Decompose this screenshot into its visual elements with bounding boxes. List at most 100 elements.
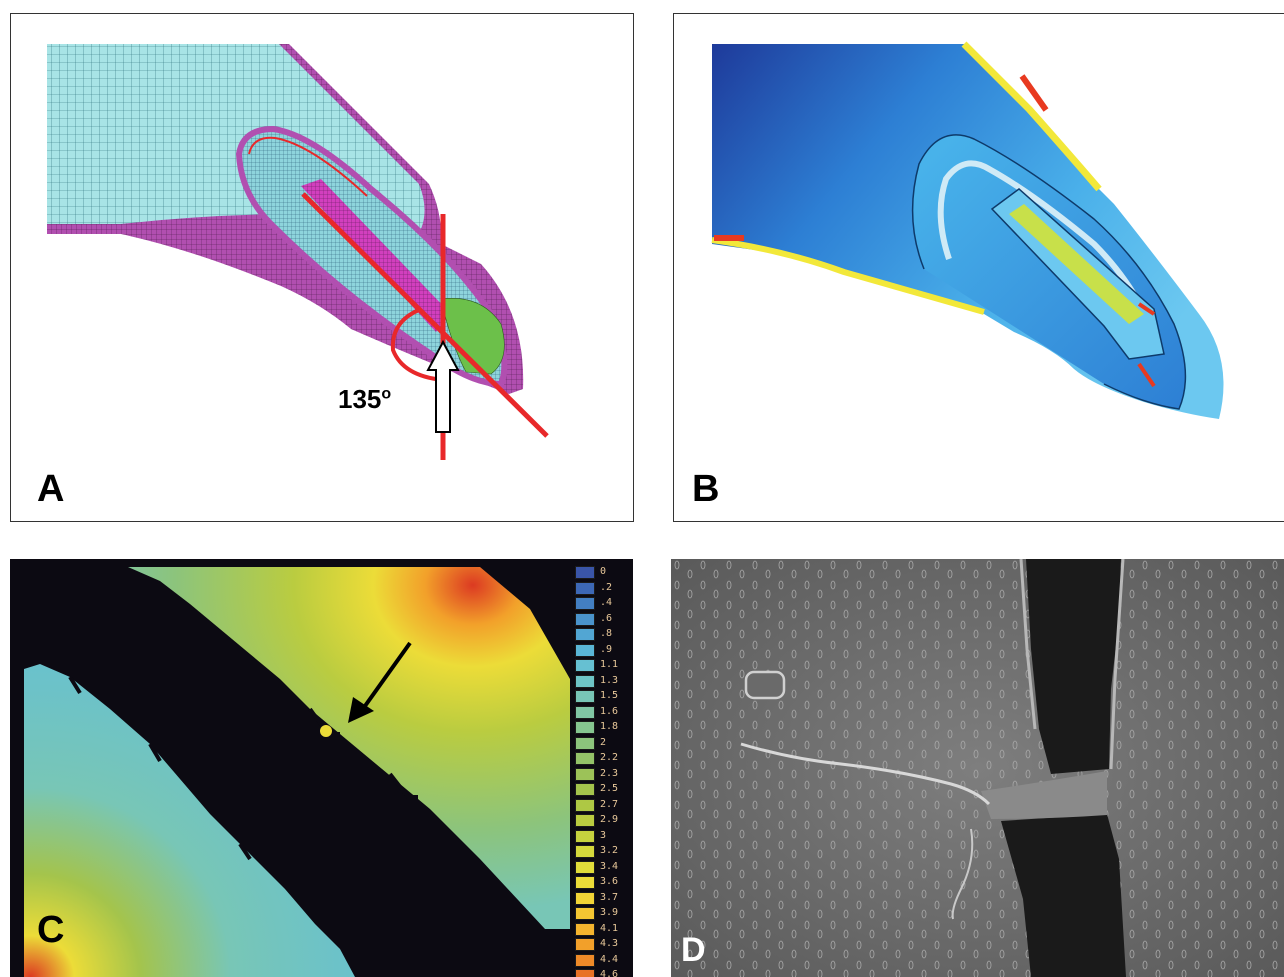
- legend-row: 0: [575, 565, 631, 581]
- mesh-model-figure: [47, 44, 549, 460]
- legend-swatch: [575, 659, 595, 672]
- stress-map-figure: [711, 41, 1224, 419]
- legend-label: 2.2: [600, 752, 619, 763]
- root-loop-inner: [937, 160, 1157, 336]
- legend-label: 3: [600, 829, 607, 841]
- angle-arc: [390, 308, 444, 382]
- legend-swatch: [575, 969, 595, 977]
- legend-label: 2: [600, 736, 607, 748]
- root-outline: [248, 136, 368, 197]
- legend-row: .2: [575, 581, 631, 597]
- bridge-strand: [981, 771, 1107, 819]
- legend-swatch: [575, 690, 595, 703]
- legend-swatch: [575, 891, 595, 905]
- indicator-arrow-head: [348, 697, 374, 723]
- legend-swatch: [575, 736, 595, 750]
- panel-c-contour-closeup: 0 .2 .4 .6 .8 .9 1.1 1.3 1.5 1.6 1.8 2 2.2 2.3 2.5 2.7 2…: [10, 559, 633, 977]
- load-arrow: [426, 339, 460, 433]
- legend-label: .2: [600, 581, 613, 593]
- legend-swatch: [575, 752, 595, 765]
- legend-row: .9: [575, 643, 631, 659]
- legend-swatch: [575, 783, 595, 796]
- post-stress-yellow: [1009, 204, 1144, 324]
- legend-swatch: [575, 922, 595, 936]
- legend-swatch: [575, 721, 595, 734]
- legend-swatch: [575, 953, 595, 967]
- legend-row: 3.7: [575, 891, 631, 907]
- gap-edge-right: [1109, 559, 1125, 770]
- legend-label: .6: [600, 612, 613, 624]
- crack-branch: [951, 828, 974, 920]
- legend-row: 3.6: [575, 875, 631, 891]
- legend-row: 2.9: [575, 813, 631, 829]
- legend-label: 1.3: [600, 674, 619, 686]
- legend-label: 1.5: [600, 690, 619, 701]
- legend-label: 4.1: [600, 922, 619, 934]
- legend-row: 4.3: [575, 937, 631, 953]
- legend-label: 2.7: [600, 798, 619, 810]
- legend-label: .4: [600, 597, 613, 608]
- legend-label: 1.8: [600, 721, 619, 732]
- legend-row: 2.5: [575, 782, 631, 798]
- legend-label: 3.9: [600, 907, 619, 918]
- legend-row: .6: [575, 612, 631, 628]
- legend-swatch: [575, 860, 595, 874]
- stress-legend: 0 .2 .4 .6 .8 .9 1.1 1.3 1.5 1.6 1.8 2 2.2 2.3 2.5 2.7 2…: [575, 565, 631, 977]
- legend-row: 1.3: [575, 674, 631, 690]
- panel-letter-a: A: [37, 468, 65, 510]
- legend-label: 3.2: [600, 845, 619, 856]
- legend-row: 3: [575, 829, 631, 845]
- legend-label: 1.1: [600, 659, 619, 670]
- legend-label: 0: [600, 566, 607, 577]
- stress-hotspot: [320, 725, 332, 737]
- legend-row: 3.9: [575, 906, 631, 922]
- legend-label: 4.6: [600, 969, 619, 977]
- legend-label: 3.4: [600, 860, 619, 872]
- legend-row: 2.3: [575, 767, 631, 783]
- panel-letter-c: C: [37, 909, 65, 951]
- legend-swatch: [575, 814, 595, 827]
- angle-label: 135o: [338, 384, 392, 414]
- legend-row: .8: [575, 627, 631, 643]
- fibrous-crack: [740, 742, 991, 806]
- legend-label: 3.7: [600, 891, 619, 903]
- legend-row: 1.6: [575, 705, 631, 721]
- legend-row: 1.1: [575, 658, 631, 674]
- panel-letter-d: D: [681, 931, 706, 969]
- sem-micrograph: [671, 559, 1284, 977]
- panel-d-sem-image: D: [671, 559, 1284, 977]
- legend-swatch: [575, 628, 595, 641]
- legend-swatch: [575, 566, 595, 579]
- legend-swatch: [575, 643, 595, 657]
- panel-b-stress-map: B: [673, 13, 1284, 522]
- panel-a-mesh-model: 135o A: [10, 13, 634, 522]
- legend-label: .8: [600, 628, 613, 639]
- legend-label: 4.3: [600, 938, 619, 949]
- dark-gap-lower: [1001, 814, 1126, 977]
- legend-label: 3.6: [600, 876, 619, 887]
- legend-row: 3.2: [575, 844, 631, 860]
- dentin-tubules: [671, 559, 1284, 977]
- legend-label: .9: [600, 643, 613, 655]
- legend-swatch: [575, 674, 595, 688]
- post-stress-red: [1137, 302, 1156, 316]
- legend-swatch: [575, 767, 595, 781]
- legend-row: 4.1: [575, 922, 631, 938]
- legend-swatch: [575, 612, 595, 626]
- legend-label: 2.5: [600, 783, 619, 794]
- legend-swatch: [575, 876, 595, 889]
- legend-row: 1.5: [575, 689, 631, 705]
- post-mesh: [301, 179, 451, 332]
- legend-row: 3.4: [575, 860, 631, 876]
- legend-label: 2.3: [600, 767, 619, 779]
- upper-edge-red: [1019, 74, 1049, 112]
- legend-row: 4.6: [575, 968, 631, 977]
- legend-row: 2.2: [575, 751, 631, 767]
- lower-dentin-wall: [24, 664, 355, 977]
- legend-row: 1.8: [575, 720, 631, 736]
- legend-row: 2.7: [575, 798, 631, 814]
- dark-gap-upper: [1026, 559, 1121, 774]
- debris-particle: [744, 670, 786, 700]
- legend-swatch: [575, 597, 595, 610]
- legend-label: 4.4: [600, 953, 619, 965]
